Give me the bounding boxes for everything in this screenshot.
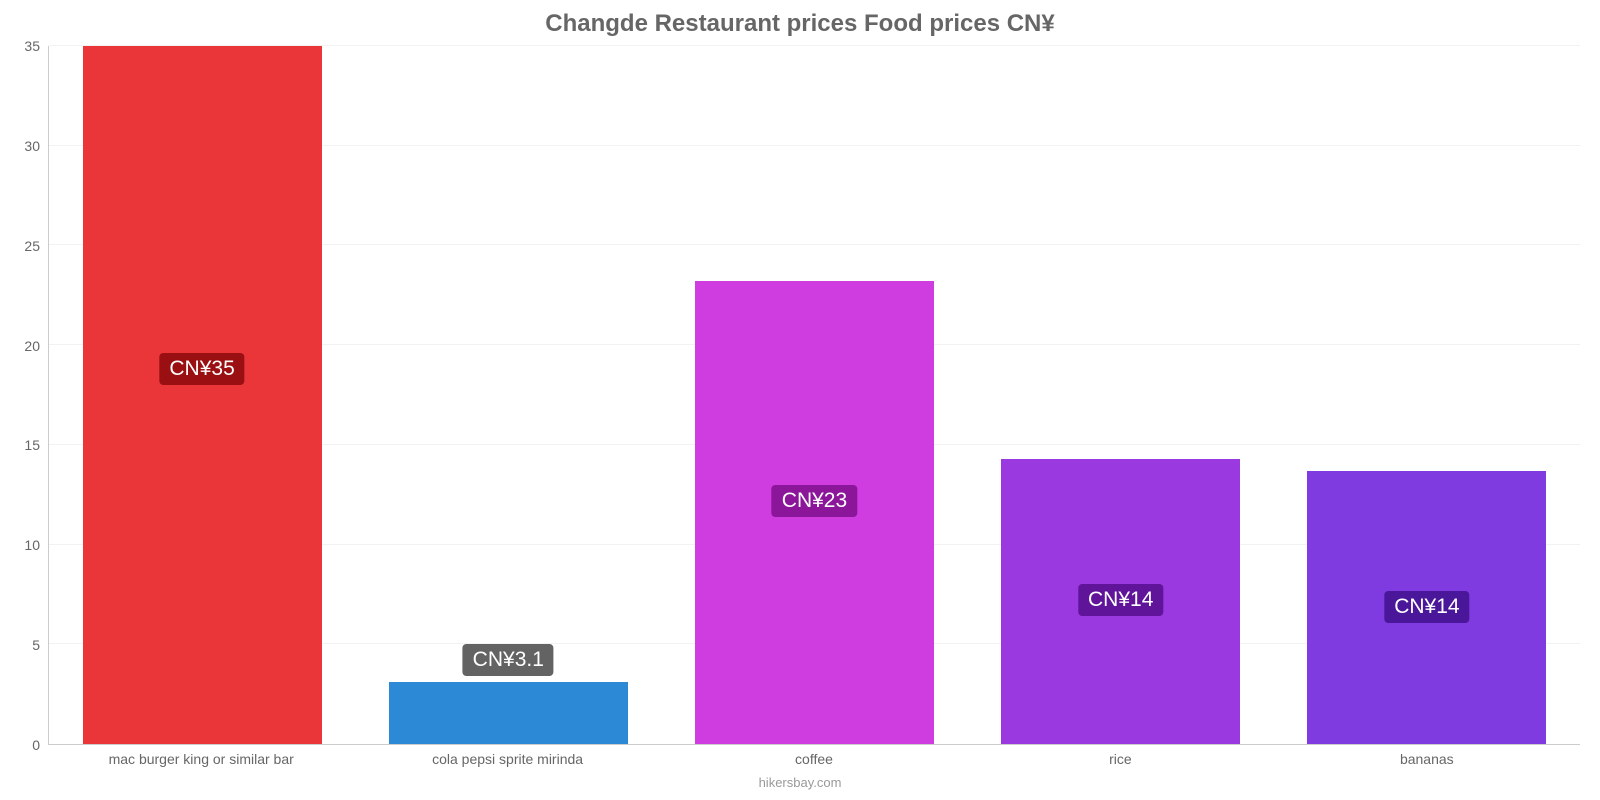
x-axis-row: mac burger king or similar bar cola pepsi… — [0, 745, 1600, 775]
bar: CN¥23 — [695, 281, 934, 744]
bar: CN¥3.1 — [389, 682, 628, 744]
bar: CN¥14 — [1001, 459, 1240, 744]
price-chart: Changde Restaurant prices Food prices CN… — [0, 0, 1600, 800]
bar-value-label: CN¥14 — [1078, 584, 1163, 616]
x-axis: mac burger king or similar bar cola pepsi… — [48, 745, 1580, 775]
bar: CN¥14 — [1307, 471, 1546, 744]
attribution: hikersbay.com — [0, 775, 1600, 800]
y-tick-label: 35 — [24, 38, 40, 54]
bar-group: CN¥23 — [695, 281, 934, 744]
plot-row: 05101520253035 CN¥35CN¥3.1CN¥23CN¥14CN¥1… — [0, 46, 1600, 745]
y-tick-label: 30 — [24, 138, 40, 154]
bar-value-label: CN¥3.1 — [463, 644, 554, 676]
y-tick-label: 15 — [24, 437, 40, 453]
chart-title: Changde Restaurant prices Food prices CN… — [0, 0, 1600, 46]
x-tick-label: bananas — [1400, 751, 1454, 767]
x-tick-label: cola pepsi sprite mirinda — [432, 751, 583, 767]
bar: CN¥35 — [83, 46, 322, 744]
y-tick-label: 20 — [24, 338, 40, 354]
y-tick-label: 5 — [32, 637, 40, 653]
x-tick-label: rice — [1109, 751, 1132, 767]
bar-group: CN¥14 — [1001, 459, 1240, 744]
plot-area: CN¥35 CN¥3.1 CN¥23 CN¥14 CN¥14 — [48, 46, 1580, 745]
x-tick-label: mac burger king or similar bar — [109, 751, 294, 767]
y-tick-label: 0 — [32, 737, 40, 753]
y-axis: 05101520253035 — [0, 46, 48, 745]
bar-group: CN¥35 — [83, 46, 322, 744]
x-tick-label: coffee — [795, 751, 833, 767]
y-tick-label: 25 — [24, 238, 40, 254]
bar-value-label: CN¥35 — [159, 353, 244, 385]
bar-value-label: CN¥23 — [772, 485, 857, 517]
bar-value-label: CN¥14 — [1384, 591, 1469, 623]
y-tick-label: 10 — [24, 537, 40, 553]
bar-group: CN¥14 — [1307, 471, 1546, 744]
bar-group: CN¥3.1 — [389, 682, 628, 744]
